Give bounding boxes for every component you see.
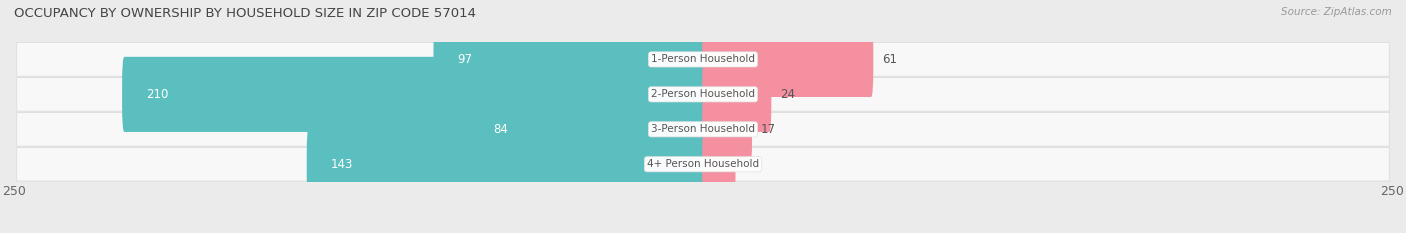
- Text: 11: 11: [744, 158, 759, 171]
- FancyBboxPatch shape: [433, 22, 704, 97]
- Text: Source: ZipAtlas.com: Source: ZipAtlas.com: [1281, 7, 1392, 17]
- Text: 97: 97: [458, 53, 472, 66]
- FancyBboxPatch shape: [17, 78, 1389, 111]
- FancyBboxPatch shape: [702, 92, 752, 167]
- FancyBboxPatch shape: [307, 127, 704, 202]
- Text: 1-Person Household: 1-Person Household: [651, 55, 755, 64]
- FancyBboxPatch shape: [17, 43, 1389, 76]
- FancyBboxPatch shape: [122, 57, 704, 132]
- Text: OCCUPANCY BY OWNERSHIP BY HOUSEHOLD SIZE IN ZIP CODE 57014: OCCUPANCY BY OWNERSHIP BY HOUSEHOLD SIZE…: [14, 7, 477, 20]
- FancyBboxPatch shape: [17, 113, 1389, 146]
- Text: 143: 143: [330, 158, 353, 171]
- Text: 24: 24: [780, 88, 796, 101]
- Text: 17: 17: [761, 123, 776, 136]
- Text: 4+ Person Household: 4+ Person Household: [647, 159, 759, 169]
- Text: 61: 61: [882, 53, 897, 66]
- FancyBboxPatch shape: [702, 127, 735, 202]
- Text: 84: 84: [494, 123, 509, 136]
- Text: 2-Person Household: 2-Person Household: [651, 89, 755, 99]
- FancyBboxPatch shape: [17, 147, 1389, 181]
- Text: 3-Person Household: 3-Person Household: [651, 124, 755, 134]
- FancyBboxPatch shape: [470, 92, 704, 167]
- Text: 210: 210: [146, 88, 169, 101]
- FancyBboxPatch shape: [702, 57, 772, 132]
- FancyBboxPatch shape: [702, 22, 873, 97]
